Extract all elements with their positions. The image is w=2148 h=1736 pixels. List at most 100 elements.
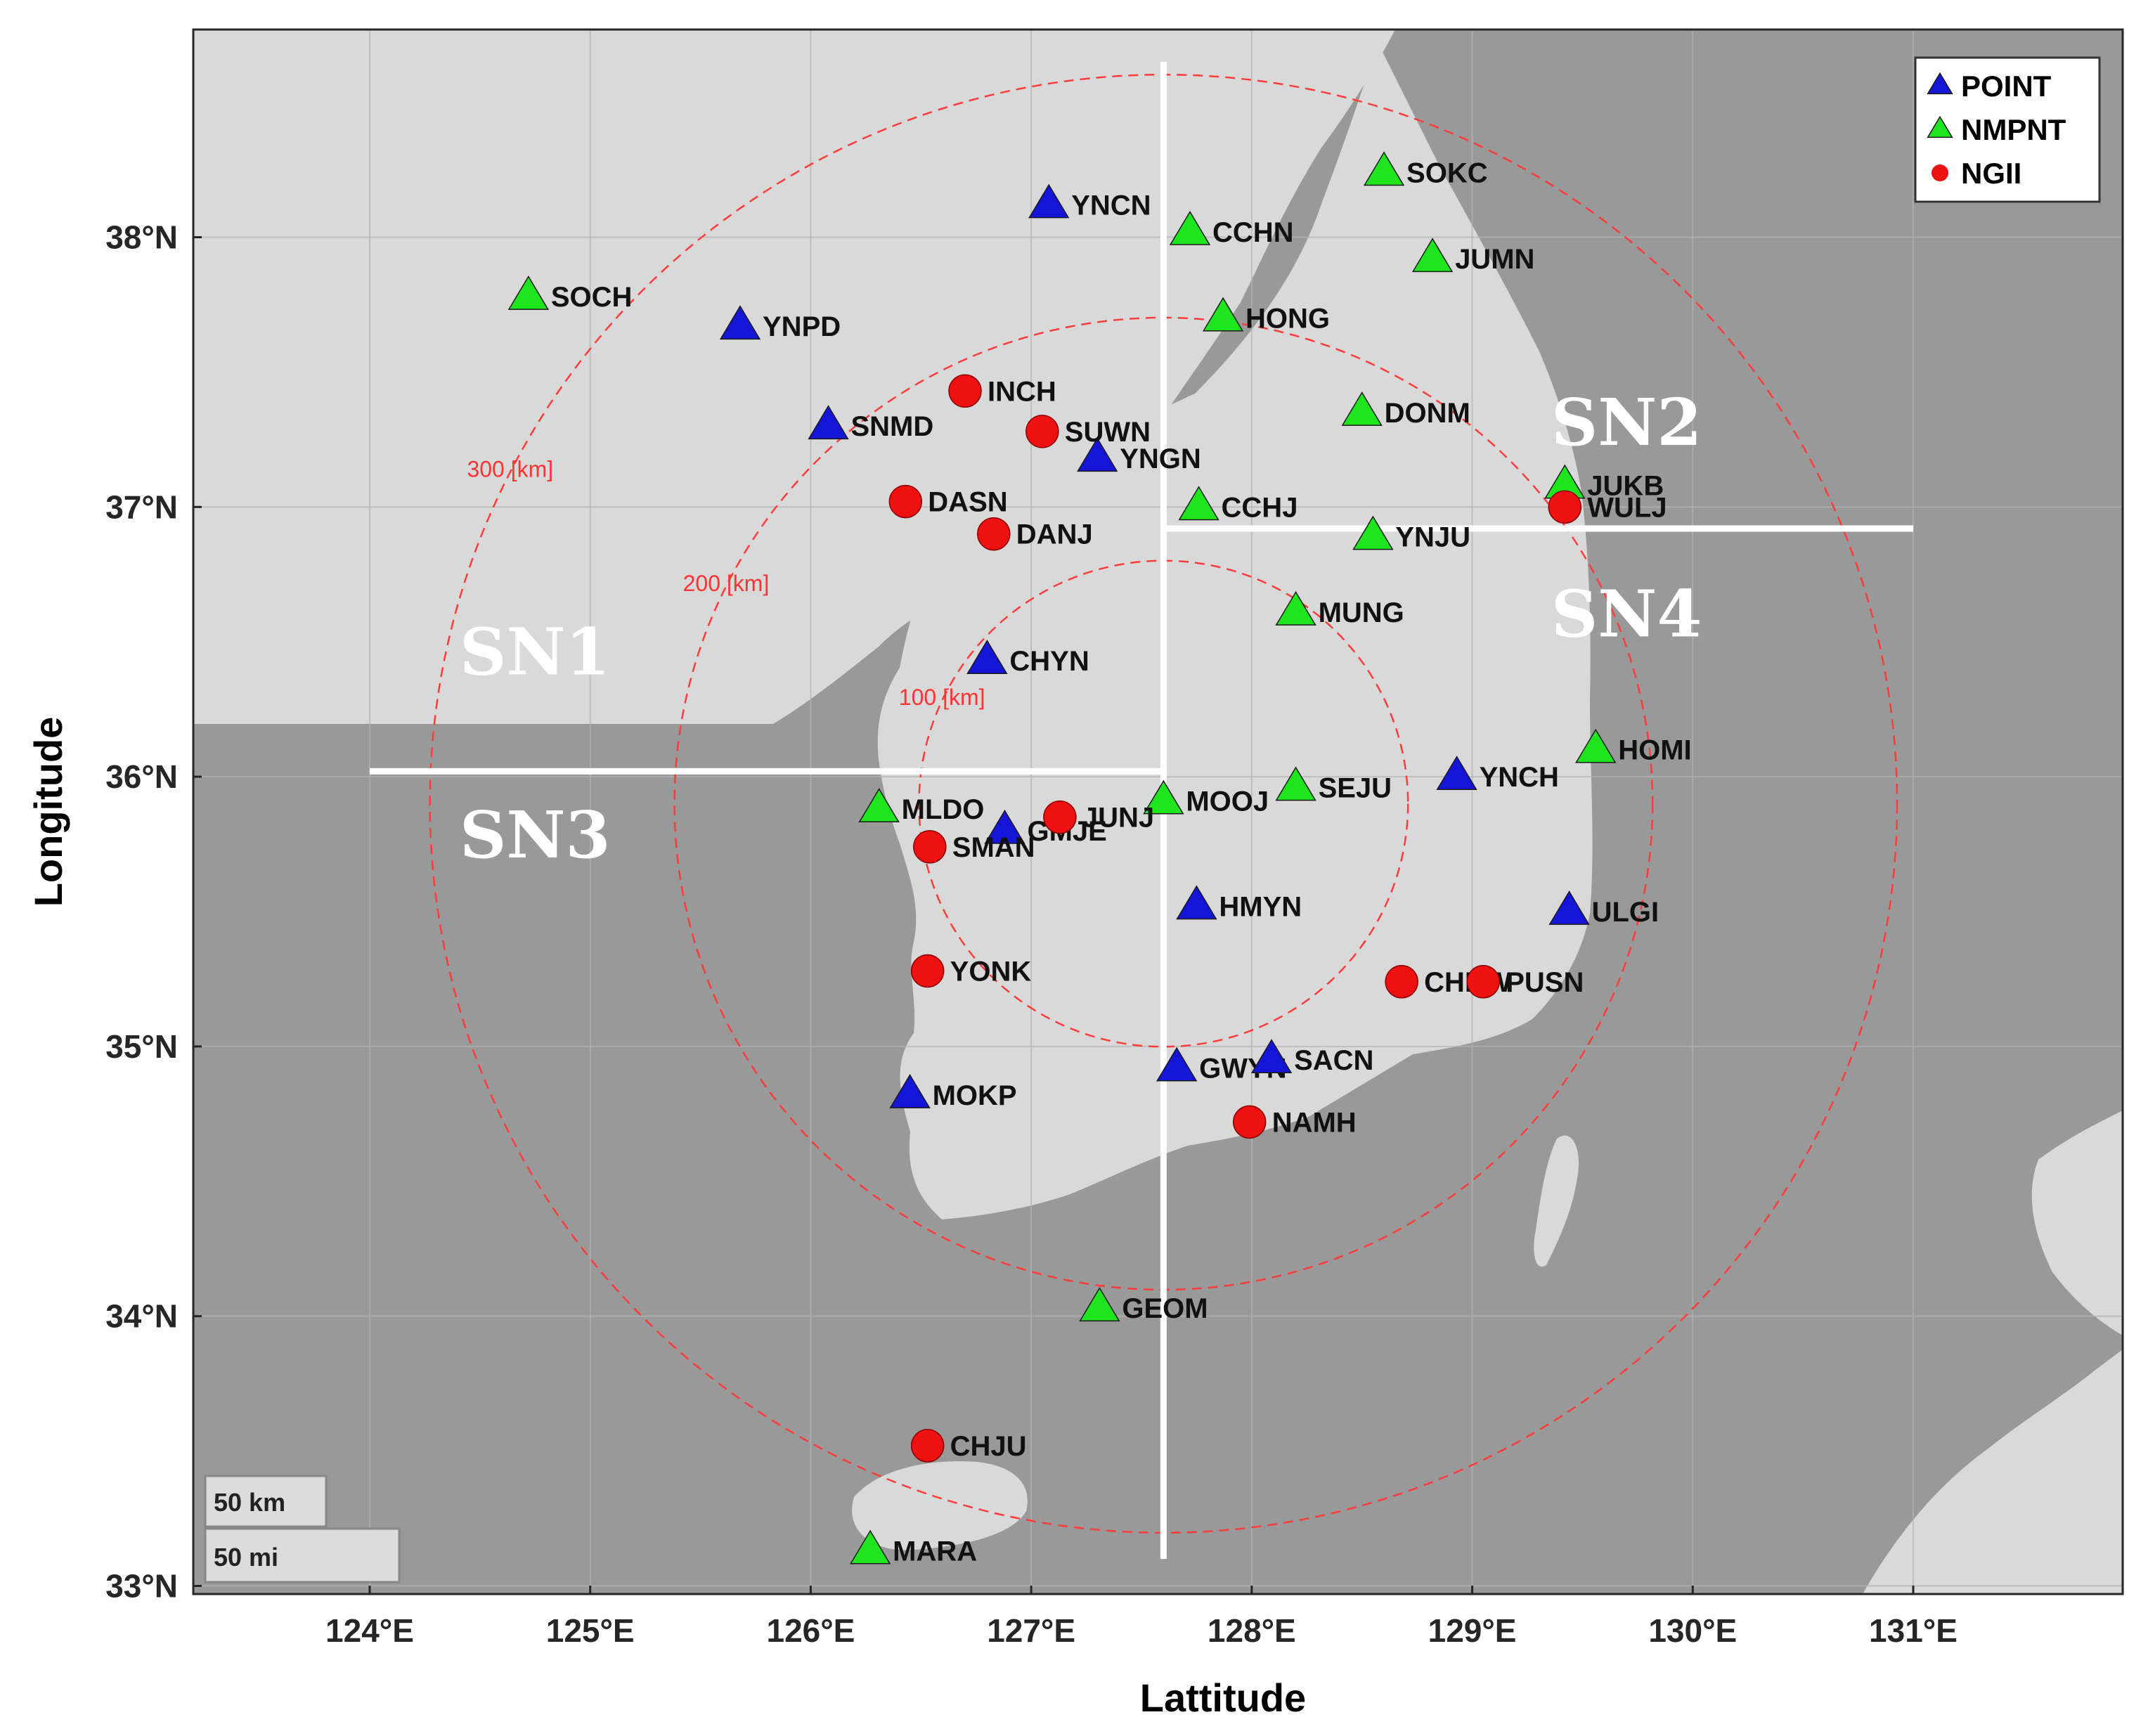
legend-label-point: POINT [1961, 70, 2052, 103]
station-soch: SOCH [507, 275, 633, 313]
station-geom: GEOM [1079, 1287, 1208, 1324]
station-label: YNCN [1071, 190, 1151, 221]
station-marker [1341, 391, 1383, 426]
y-tick-label: 34°N [105, 1298, 178, 1335]
x-tick-label: 125°E [546, 1612, 635, 1649]
station-marker [1385, 965, 1418, 999]
station-label: MLDO [902, 794, 985, 825]
station-mldo: MLDO [858, 788, 985, 825]
legend-marker-point [1927, 72, 1953, 95]
station-marker [1548, 890, 1590, 925]
ring-label: 100 [km] [899, 685, 985, 710]
station-marker [984, 809, 1026, 844]
station-inch: INCH [948, 374, 1056, 408]
scale-bar-km-label: 50 km [214, 1488, 285, 1517]
tsushima-island [1534, 1135, 1579, 1267]
station-marker [1275, 591, 1316, 626]
station-yngn: YNGN [1077, 437, 1201, 474]
station-label: NAMH [1272, 1107, 1357, 1138]
station-yncn: YNCN [1028, 183, 1151, 221]
scale-bar-mi-label: 50 mi [214, 1543, 278, 1572]
station-label: SMAN [952, 832, 1035, 863]
scale-bar: 50 km 50 mi [204, 1475, 401, 1583]
station-mara: MARA [849, 1529, 977, 1567]
station-label: MARA [893, 1536, 977, 1567]
x-tick-label: 127°E [987, 1612, 1075, 1649]
station-label: GEOM [1122, 1293, 1208, 1324]
station-label: INCH [988, 376, 1056, 407]
station-marker [910, 954, 945, 988]
station-marker [977, 517, 1011, 551]
station-label: DANJ [1016, 519, 1093, 550]
y-tick-label: 35°N [105, 1028, 178, 1065]
station-label: SEJU [1319, 772, 1392, 803]
station-marker [913, 830, 947, 864]
station-label: JUKB [1587, 471, 1664, 502]
station-sokc: SOKC [1363, 151, 1488, 188]
station-marker [507, 275, 550, 310]
station-marker [1026, 415, 1059, 448]
x-tick-label: 131°E [1869, 1612, 1958, 1649]
station-yonk: YONK [910, 954, 1032, 988]
station-wulj: WULJ [1548, 490, 1667, 524]
station-marker [1077, 437, 1118, 472]
station-label: MOKP [933, 1080, 1017, 1111]
station-jumn: JUMN [1411, 238, 1534, 275]
x-tick-label: 129°E [1428, 1612, 1517, 1649]
gridlines [193, 30, 2123, 1594]
station-label: JUMN [1455, 244, 1534, 275]
station-label: YNPD [763, 311, 841, 342]
station-label: HMYN [1219, 891, 1302, 922]
station-marker [1176, 885, 1217, 920]
station-label: CHYN [1009, 646, 1089, 677]
station-label: SACN [1294, 1045, 1373, 1076]
map-area: 100 [km] 200 [km] 300 [km] YNCN YNPD SNMD YNG… [193, 30, 2123, 1594]
x-tick-label: 126°E [766, 1612, 855, 1649]
station-marker [719, 305, 761, 340]
station-marker [1028, 183, 1070, 219]
jeju-island [852, 1461, 1028, 1550]
station-label: YNGN [1120, 443, 1201, 474]
station-label: SOCH [551, 282, 633, 313]
station-marker [888, 484, 923, 519]
station-marker [1250, 1039, 1293, 1073]
station-marker [1363, 151, 1405, 186]
station-label: YONK [950, 956, 1032, 987]
station-marker [966, 640, 1008, 674]
stations: YNCNYNPDSNMDYNGNCHYNGMJEHMYNYNCHULGIMOKP… [507, 151, 1692, 1567]
japan-coastal-landmass [2031, 1110, 2123, 1335]
station-mung: MUNG [1275, 591, 1404, 628]
station-marker [858, 788, 900, 823]
station-marker [1575, 728, 1617, 763]
station-label: ULGI [1592, 897, 1659, 928]
station-marker [1548, 490, 1582, 524]
station-marker [1079, 1287, 1120, 1322]
x-tick-label: 130°E [1648, 1612, 1737, 1649]
sector-label-sn1: SN1 [460, 614, 611, 689]
station-marker [1202, 297, 1244, 332]
station-label: SNMD [850, 411, 933, 442]
x-tick-label: 124°E [325, 1612, 414, 1649]
legend-marker-ngii [1932, 164, 1948, 181]
station-marker [948, 374, 982, 408]
station-label: YNCH [1480, 762, 1559, 793]
x-axis-label: Lattitude [1140, 1676, 1306, 1720]
station-cchj: CCHJ [1178, 486, 1298, 523]
land-masses [193, 30, 2123, 1594]
station-seju: SEJU [1275, 766, 1392, 803]
plot-border [192, 28, 2124, 1595]
station-label: DONM [1385, 398, 1470, 429]
legend: POINT NMPNT NGII [1914, 56, 2101, 203]
station-hmyn: HMYN [1176, 885, 1302, 922]
scale-bar-km-box [204, 1475, 328, 1528]
station-marker [1043, 800, 1077, 834]
station-label: JUNJ [1082, 803, 1154, 834]
y-tick-label: 38°N [105, 219, 178, 256]
japan-landmass [1863, 1349, 2123, 1594]
ring-label: 300 [km] [467, 457, 553, 482]
sector-label-sn2: SN2 [1551, 384, 1702, 460]
station-label: SOKC [1406, 157, 1488, 188]
axis-ticks: 124°E 125°E 126°E 127°E 128°E 129°E 130°E 131°E… [105, 219, 1958, 1649]
station-label: CCHN [1212, 217, 1294, 248]
